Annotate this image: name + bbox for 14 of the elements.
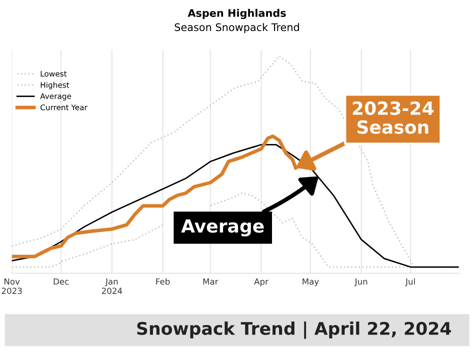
chart-subtitle: Season Snowpack Trend xyxy=(174,23,299,34)
x-tick-label: May xyxy=(302,278,319,286)
x-tick-label: Jun xyxy=(354,278,368,286)
x-tick-label: Nov 2023 xyxy=(2,278,22,294)
x-tick-label: Jan 2024 xyxy=(102,278,122,294)
x-tick-label: Jul xyxy=(405,278,415,286)
x-tick-label: Feb xyxy=(156,278,170,285)
chart-title: Aspen Highlands xyxy=(188,8,286,20)
x-tick-label: Apr xyxy=(254,278,268,286)
x-tick-label: Mar xyxy=(203,278,218,285)
x-tick-label: Dec xyxy=(54,278,69,285)
annotation: 2023-24 Season xyxy=(352,101,434,134)
text: Snowpack Trend | April 22, 2024 xyxy=(137,321,451,339)
annotation: Average xyxy=(181,219,264,236)
